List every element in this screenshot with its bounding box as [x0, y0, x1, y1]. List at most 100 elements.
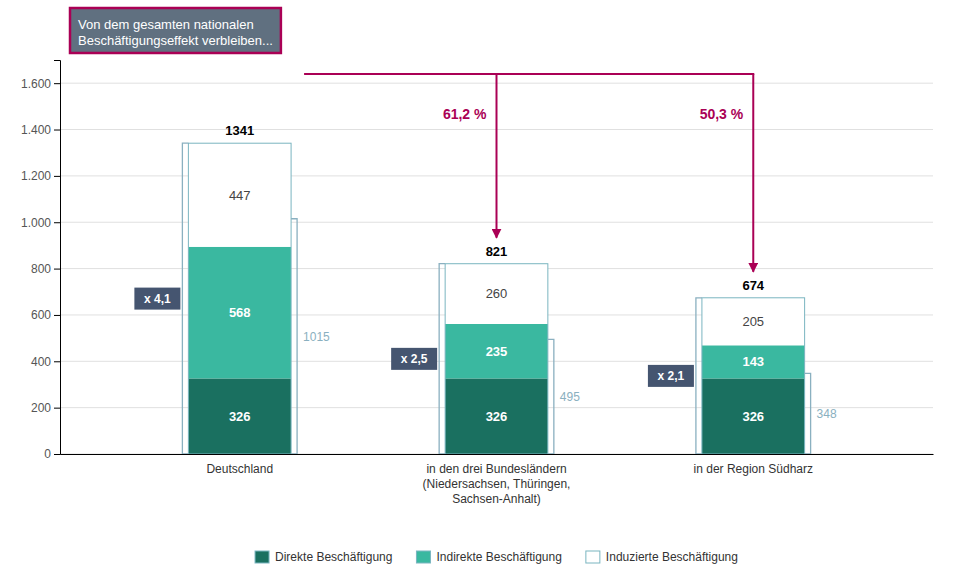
total-label: 821 — [486, 244, 508, 259]
legend-label: Induzierte Beschäftigung — [606, 550, 738, 564]
bracket-total — [182, 143, 188, 454]
x-tick-label: Deutschland — [206, 462, 273, 476]
annotation-line: Beschäftigungseffekt verbleiben... — [78, 33, 273, 48]
data-label: 143 — [742, 354, 764, 369]
bar-outline — [445, 264, 548, 454]
series — [188, 378, 804, 454]
legend-swatch — [586, 551, 600, 563]
x-tick-label-line: Sachsen-Anhalt) — [452, 492, 541, 506]
y-tick-mark — [54, 269, 60, 270]
bracket-label: 495 — [560, 390, 580, 404]
series — [188, 247, 804, 379]
x-tick: Deutschland — [206, 454, 273, 476]
x-axis-line — [61, 454, 934, 455]
y-tick-mark — [54, 176, 60, 177]
data-label: 260 — [486, 286, 508, 301]
y-tick-label: 1.000 — [21, 216, 51, 230]
legend-item: Direkte Beschäftigung — [255, 550, 392, 564]
data-label: 568 — [229, 305, 251, 320]
arrows: 61,2 % 50,3 % — [305, 74, 753, 272]
x-axis: Deutschland in den drei Bundesländern(Nie… — [61, 454, 934, 506]
legend-item: Indirekte Beschäftigung — [416, 550, 561, 564]
annotation: Von dem gesamten nationalenBeschäftigung… — [70, 8, 281, 53]
bar-segment — [702, 298, 805, 346]
percent-label: 50,3 % — [700, 106, 744, 122]
multiplier-label: x 2,5 — [401, 352, 428, 366]
bar-segment — [188, 247, 291, 379]
bar-segment — [445, 324, 548, 378]
legend-swatch — [416, 551, 430, 563]
multiplier-label: x 4,1 — [144, 292, 171, 306]
annotation-line: Von dem gesamten nationalen — [78, 17, 254, 32]
y-tick-label: 1.200 — [21, 169, 51, 183]
x-tick-label: in der Region Südharz — [694, 462, 813, 476]
legend-label: Indirekte Beschäftigung — [436, 550, 561, 564]
total-label: 674 — [742, 278, 764, 293]
multiplier-box — [391, 348, 437, 370]
arrow-bar — [305, 73, 753, 75]
y-tick: 1.600 — [21, 77, 60, 91]
arrow — [752, 74, 754, 272]
annotation-box — [70, 8, 281, 53]
bar-segment — [445, 378, 548, 454]
y-tick: 800 — [31, 262, 60, 276]
y-tick-mark — [54, 454, 60, 455]
y-tick-mark — [54, 361, 60, 362]
y-tick: 1.400 — [21, 123, 60, 137]
data-label: 235 — [486, 344, 508, 359]
x-tick-label-line: in der Region Südharz — [694, 462, 813, 476]
legend-swatch — [255, 551, 269, 563]
multiplier-label: x 2,1 — [658, 369, 685, 383]
labels: 326 326 326 568 235 143 447 260 205 1341 821 674 101… — [134, 123, 837, 424]
y-tick-label: 800 — [31, 262, 51, 276]
y-tick-mark — [54, 130, 60, 131]
y-tick-mark — [54, 83, 60, 84]
total-label: 1341 — [225, 123, 254, 138]
plot: 0 200 400 600 800 1.000 1.200 1.400 1.600 Deutsch… — [21, 61, 934, 506]
annotation-text: Von dem gesamten nationalenBeschäftigung… — [78, 17, 273, 48]
y-tick: 600 — [31, 308, 60, 322]
bar-segment — [702, 378, 805, 454]
bracket-value — [548, 339, 554, 454]
data-label: 326 — [229, 409, 251, 424]
percent-label: 61,2 % — [443, 106, 487, 122]
y-axis: 0 200 400 600 800 1.000 1.200 1.400 1.600 — [21, 61, 61, 462]
bar-segment — [188, 143, 291, 247]
y-tick-label: 1.600 — [21, 77, 51, 91]
data-label: 326 — [742, 409, 764, 424]
x-tick: in der Region Südharz — [694, 454, 813, 476]
y-tick: 400 — [31, 355, 60, 369]
y-axis-line — [54, 61, 61, 455]
y-tick-mark — [54, 222, 60, 223]
multiplier-box — [134, 288, 180, 310]
y-tick-mark — [54, 315, 60, 316]
bracket-total — [696, 298, 702, 454]
y-tick: 0 — [44, 447, 60, 461]
arrow — [496, 74, 498, 238]
data-label: 326 — [486, 409, 508, 424]
y-tick-label: 200 — [31, 401, 51, 415]
bracket-value — [805, 373, 811, 454]
y-tick-label: 600 — [31, 308, 51, 322]
x-tick-label: in den drei Bundesländern(Niedersachsen,… — [423, 462, 571, 506]
y-tick-label: 1.400 — [21, 123, 51, 137]
bracket-total — [439, 264, 445, 454]
y-tick-mark — [54, 408, 60, 409]
bracket-label: 1015 — [303, 330, 330, 344]
x-tick: in den drei Bundesländern(Niedersachsen,… — [423, 454, 571, 506]
data-label: 205 — [742, 314, 764, 329]
data-label: 447 — [229, 188, 251, 203]
legend-item: Induzierte Beschäftigung — [586, 550, 738, 564]
bar-outline — [702, 298, 805, 454]
x-tick-label-line: Deutschland — [206, 462, 273, 476]
multiplier-box — [648, 365, 694, 387]
x-tick-label-line: in den drei Bundesländern — [426, 462, 566, 476]
bracket-value — [291, 219, 297, 454]
x-tick-label-line: (Niedersachsen, Thüringen, — [423, 477, 571, 491]
bracket-label: 348 — [817, 407, 837, 421]
bar-segment — [445, 264, 548, 324]
y-tick: 200 — [31, 401, 60, 415]
legend-label: Direkte Beschäftigung — [275, 550, 392, 564]
legend: Direkte Beschäftigung Indirekte Beschäfti… — [255, 550, 738, 564]
y-tick-label: 400 — [31, 355, 51, 369]
